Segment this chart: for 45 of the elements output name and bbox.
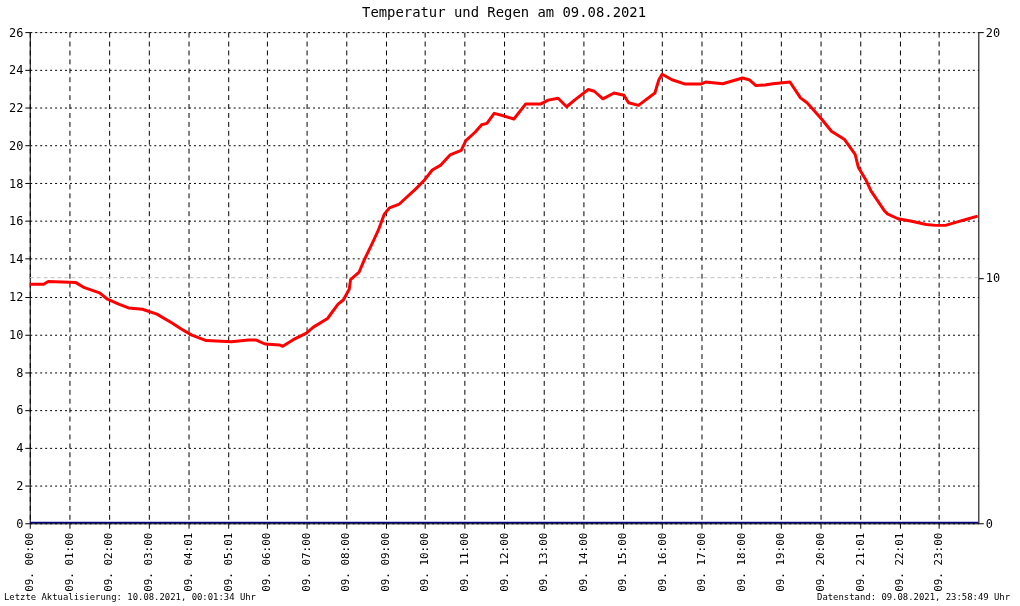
y-tick-label: 26: [8, 25, 24, 40]
text: Letzte Aktualisierung: 10.08.2021, 00:01:34 Uhr: [3, 591, 257, 602]
x-tick-label: 09. 04:01: [181, 532, 195, 592]
x-tick-label: 09. 07:00: [299, 532, 313, 592]
y-tick-label: 12: [8, 290, 24, 305]
text: Datenstand: 09.08.2021, 23:58:49 Uhr: [817, 591, 1011, 602]
x-tick-label: 09. 16:00: [655, 532, 669, 592]
x-tick-label: 09. 06:00: [260, 532, 274, 592]
y2-tick-label: 20: [985, 25, 1001, 40]
y2-tick-label: 10: [985, 271, 1001, 286]
y-tick-label: 14: [8, 252, 24, 267]
y-tick-label: 20: [8, 138, 24, 153]
y-tick-label: 2: [16, 478, 24, 493]
x-tick-label: 09. 13:00: [537, 532, 551, 592]
x-tick-label: 09. 03:00: [141, 532, 155, 592]
y-tick-label: 6: [16, 403, 24, 418]
x-tick-label: 09. 17:00: [695, 532, 709, 592]
y-tick-label: 18: [8, 176, 24, 191]
y-tick-label: 8: [16, 365, 24, 380]
x-tick-label: 09. 10:00: [418, 532, 432, 592]
x-tick-label: 09. 02:00: [102, 532, 116, 592]
x-tick-label: 09. 14:00: [576, 532, 590, 592]
x-tick-label: 09. 22:01: [893, 532, 907, 592]
x-tick-label: 09. 23:00: [932, 532, 946, 592]
x-tick-label: 09. 18:00: [734, 532, 748, 592]
y-tick-label: 22: [8, 101, 24, 116]
x-tick-label: 09. 12:00: [497, 532, 511, 592]
x-tick-label: 09. 05:01: [221, 532, 235, 592]
x-tick-label: 09. 09:00: [378, 532, 392, 592]
x-tick-label: 09. 08:00: [339, 532, 353, 592]
y-tick-label: 10: [8, 327, 24, 342]
x-tick-label: 09. 19:00: [774, 532, 788, 592]
y-tick-label: 0: [16, 516, 24, 531]
y2-tick-label: 0: [985, 516, 993, 531]
line-series: [29, 72, 979, 348]
x-tick-label: 09. 20:00: [813, 532, 827, 592]
x-tick-label: 09. 11:00: [458, 532, 471, 592]
x-tick-label: 09. 00:00: [23, 532, 37, 592]
y-tick-label: 24: [8, 63, 24, 78]
chart-title: Temperatur und Regen am 09.08.2021: [362, 4, 647, 21]
y-tick-label: 16: [8, 214, 24, 229]
x-tick-label: 09. 21:01: [853, 532, 867, 592]
y-tick-label: 4: [16, 441, 24, 456]
x-tick-label: 09. 15:00: [616, 532, 630, 592]
x-tick-label: 09. 01:00: [62, 532, 76, 592]
